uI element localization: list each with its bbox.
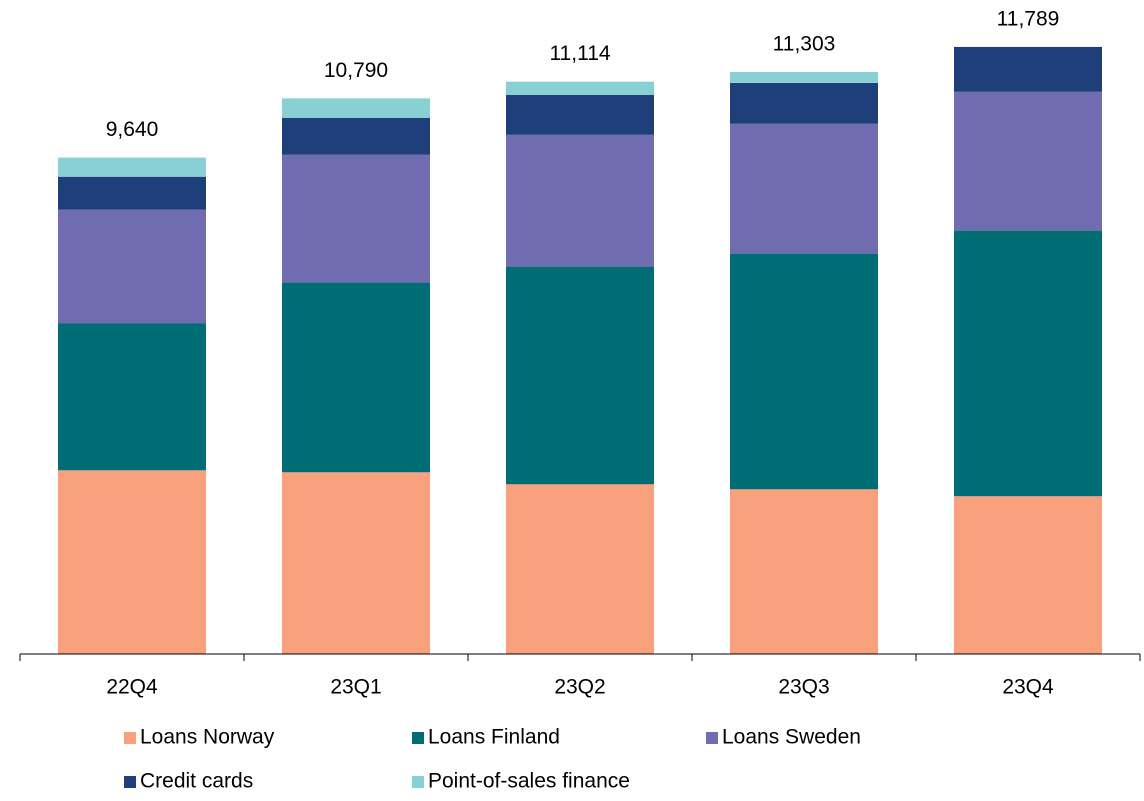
bar-segment bbox=[506, 81, 654, 95]
bar-segment bbox=[954, 46, 1102, 92]
total-label: 10,790 bbox=[324, 59, 388, 82]
bar-segment bbox=[282, 154, 430, 283]
legend-label: Loans Norway bbox=[140, 726, 275, 749]
bar-segment bbox=[282, 472, 430, 654]
total-label: 9,640 bbox=[106, 118, 159, 141]
x-tick-label: 23Q4 bbox=[1002, 676, 1054, 699]
bar-segment bbox=[506, 266, 654, 485]
legend-label: Point-of-sales finance bbox=[428, 770, 630, 793]
x-tick-label: 22Q4 bbox=[106, 676, 158, 699]
bar-segment bbox=[730, 82, 878, 124]
legend-swatch bbox=[124, 776, 136, 788]
legend-swatch bbox=[412, 732, 424, 744]
bar-segment bbox=[954, 230, 1102, 497]
bar-segment bbox=[58, 176, 206, 210]
legend-swatch bbox=[124, 732, 136, 744]
bar-segment bbox=[506, 134, 654, 267]
bar-segment bbox=[506, 484, 654, 654]
legend-swatch bbox=[412, 776, 424, 788]
legend-label: Loans Finland bbox=[428, 726, 560, 749]
bar-segment bbox=[730, 123, 878, 254]
legend-label: Loans Sweden bbox=[722, 726, 861, 749]
x-tick-label: 23Q1 bbox=[330, 676, 381, 699]
x-tick-label: 23Q2 bbox=[554, 676, 605, 699]
bar-segment bbox=[954, 496, 1102, 654]
bar-segment bbox=[58, 157, 206, 177]
total-label: 11,789 bbox=[997, 7, 1060, 30]
bar-segment bbox=[282, 117, 430, 155]
legend-label: Credit cards bbox=[140, 770, 253, 793]
bar-segment bbox=[282, 282, 430, 473]
bar-segment bbox=[730, 253, 878, 490]
bar-segment bbox=[506, 94, 654, 135]
bar-segment bbox=[954, 91, 1102, 231]
bar-segment bbox=[58, 209, 206, 324]
bar-segment bbox=[58, 323, 206, 471]
legend-swatch bbox=[706, 732, 718, 744]
bar-segment bbox=[730, 71, 878, 83]
total-label: 11,114 bbox=[549, 42, 610, 65]
bar-segment bbox=[282, 98, 430, 118]
bar-segment bbox=[58, 470, 206, 654]
bar-segment bbox=[730, 489, 878, 654]
x-tick-label: 23Q3 bbox=[778, 676, 829, 699]
total-label: 11,303 bbox=[773, 32, 836, 55]
